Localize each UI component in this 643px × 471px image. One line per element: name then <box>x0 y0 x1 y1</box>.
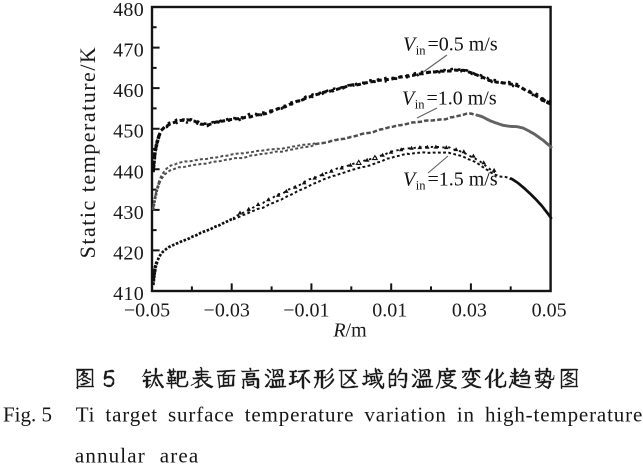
svg-text:0.01: 0.01 <box>372 300 407 322</box>
svg-text:Ti target surface temperature: Ti target surface temperature variation … <box>76 403 643 427</box>
svg-text:440: 440 <box>113 161 144 183</box>
svg-text:480: 480 <box>113 0 144 21</box>
svg-text:Vin=0.5 m/s: Vin =0.5 m/s <box>403 34 498 58</box>
svg-text:460: 460 <box>113 80 144 102</box>
svg-text:450: 450 <box>113 121 144 143</box>
svg-text:−0.03: −0.03 <box>204 300 250 322</box>
svg-text:470: 470 <box>113 40 144 62</box>
svg-text:Fig. 5: Fig. 5 <box>3 403 52 427</box>
svg-text:0.05: 0.05 <box>532 300 567 322</box>
svg-text:−0.01: −0.01 <box>283 300 329 322</box>
svg-text:annular area: annular area <box>75 444 199 468</box>
svg-text:410: 410 <box>113 283 144 305</box>
svg-text:−0.05: −0.05 <box>124 300 170 322</box>
svg-text:Vin=1.0 m/s: Vin =1.0 m/s <box>402 88 497 112</box>
svg-text:0.03: 0.03 <box>452 300 487 322</box>
svg-text:R/m: R/m <box>332 320 367 342</box>
svg-text:430: 430 <box>113 202 144 224</box>
svg-text:Static temperature/K: Static temperature/K <box>75 46 100 259</box>
svg-text:420: 420 <box>113 242 144 264</box>
svg-text:Vin=1.5 m/s: Vin =1.5 m/s <box>403 169 498 193</box>
